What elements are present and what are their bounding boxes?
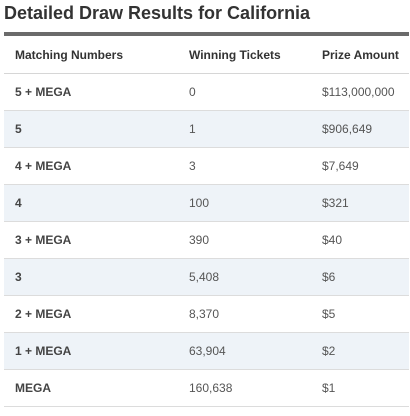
table-row: 5 1 $906,649 <box>4 110 409 148</box>
cell-prize-amount: $113,000,000 <box>322 73 409 111</box>
table-row: 3 5,408 $6 <box>4 258 409 296</box>
cell-winning-tickets: 390 <box>189 221 322 259</box>
page-title: Detailed Draw Results for California <box>4 3 311 23</box>
table-row: 2 + MEGA 8,370 $5 <box>4 295 409 333</box>
cell-winning-tickets: 1 <box>189 110 322 148</box>
header-prize-amount: Prize Amount <box>322 36 409 74</box>
header-rule <box>4 32 409 36</box>
cell-matching-numbers: MEGA <box>4 369 189 407</box>
table-row: MEGA 160,638 $1 <box>4 369 409 407</box>
cell-matching-numbers: 4 + MEGA <box>4 147 189 185</box>
cell-prize-amount: $2 <box>322 332 409 370</box>
table-row: 4 + MEGA 3 $7,649 <box>4 147 409 185</box>
cell-winning-tickets: 100 <box>189 184 322 222</box>
table-row: 3 + MEGA 390 $40 <box>4 221 409 259</box>
cell-matching-numbers: 5 + MEGA <box>4 73 189 111</box>
header-row: Matching Numbers Winning Tickets Prize A… <box>4 36 409 74</box>
cell-matching-numbers: 5 <box>4 110 189 148</box>
cell-matching-numbers: 4 <box>4 184 189 222</box>
cell-prize-amount: $321 <box>322 184 409 222</box>
cell-winning-tickets: 3 <box>189 147 322 185</box>
cell-prize-amount: $1 <box>322 369 409 407</box>
cell-prize-amount: $906,649 <box>322 110 409 148</box>
cell-winning-tickets: 0 <box>189 73 322 111</box>
results-table: Matching Numbers Winning Tickets Prize A… <box>4 36 409 407</box>
cell-winning-tickets: 8,370 <box>189 295 322 333</box>
cell-matching-numbers: 3 + MEGA <box>4 221 189 259</box>
table-row: 4 100 $321 <box>4 184 409 222</box>
cell-winning-tickets: 5,408 <box>189 258 322 296</box>
cell-prize-amount: $7,649 <box>322 147 409 185</box>
table-body: 5 + MEGA 0 $113,000,000 5 1 $906,649 4 +… <box>4 73 409 407</box>
cell-matching-numbers: 1 + MEGA <box>4 332 189 370</box>
cell-matching-numbers: 3 <box>4 258 189 296</box>
table-row: 5 + MEGA 0 $113,000,000 <box>4 73 409 111</box>
table-header: Matching Numbers Winning Tickets Prize A… <box>4 36 409 74</box>
cell-matching-numbers: 2 + MEGA <box>4 295 189 333</box>
cell-winning-tickets: 63,904 <box>189 332 322 370</box>
cell-prize-amount: $40 <box>322 221 409 259</box>
header-winning-tickets: Winning Tickets <box>189 36 322 74</box>
table-row: 1 + MEGA 63,904 $2 <box>4 332 409 370</box>
cell-prize-amount: $6 <box>322 258 409 296</box>
header-matching-numbers: Matching Numbers <box>4 36 189 74</box>
cell-winning-tickets: 160,638 <box>189 369 322 407</box>
cell-prize-amount: $5 <box>322 295 409 333</box>
